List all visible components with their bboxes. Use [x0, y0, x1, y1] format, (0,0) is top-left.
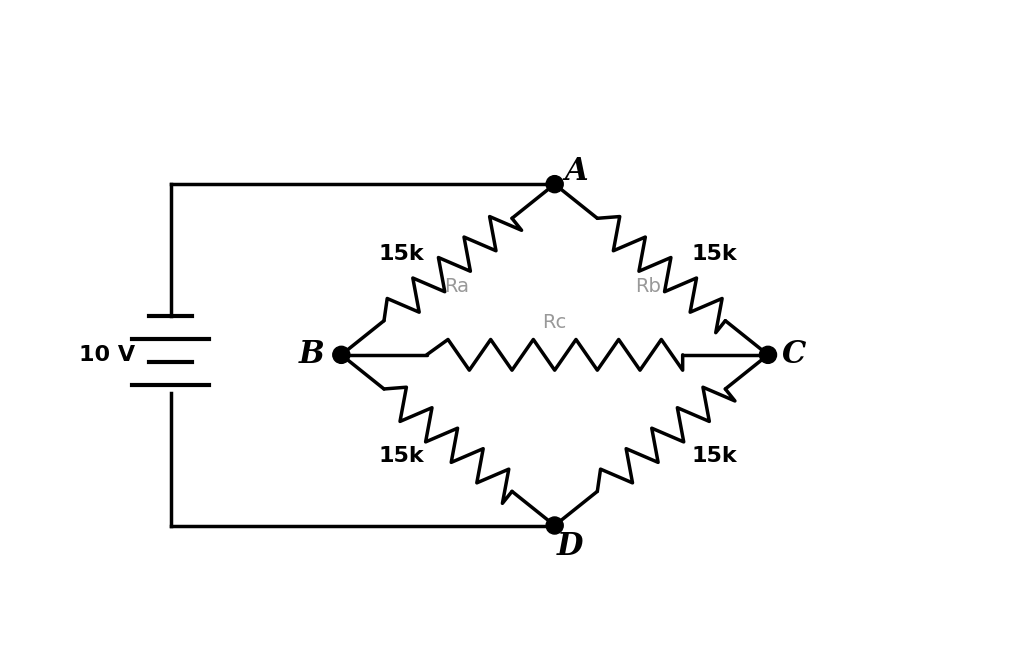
Text: 10 V: 10 V [79, 345, 135, 365]
Circle shape [546, 517, 563, 534]
Circle shape [760, 346, 776, 364]
Text: 15k: 15k [378, 244, 424, 264]
Circle shape [333, 346, 350, 364]
Text: 15k: 15k [378, 446, 424, 466]
Text: 15k: 15k [691, 446, 737, 466]
Circle shape [546, 175, 563, 193]
Text: Rb: Rb [636, 277, 662, 296]
Text: B: B [299, 340, 325, 370]
Text: C: C [781, 340, 806, 370]
Text: Ra: Ra [444, 277, 469, 296]
Text: Rc: Rc [543, 313, 567, 332]
Text: A: A [564, 156, 588, 187]
Text: 15k: 15k [691, 244, 737, 264]
Text: D: D [557, 532, 584, 562]
